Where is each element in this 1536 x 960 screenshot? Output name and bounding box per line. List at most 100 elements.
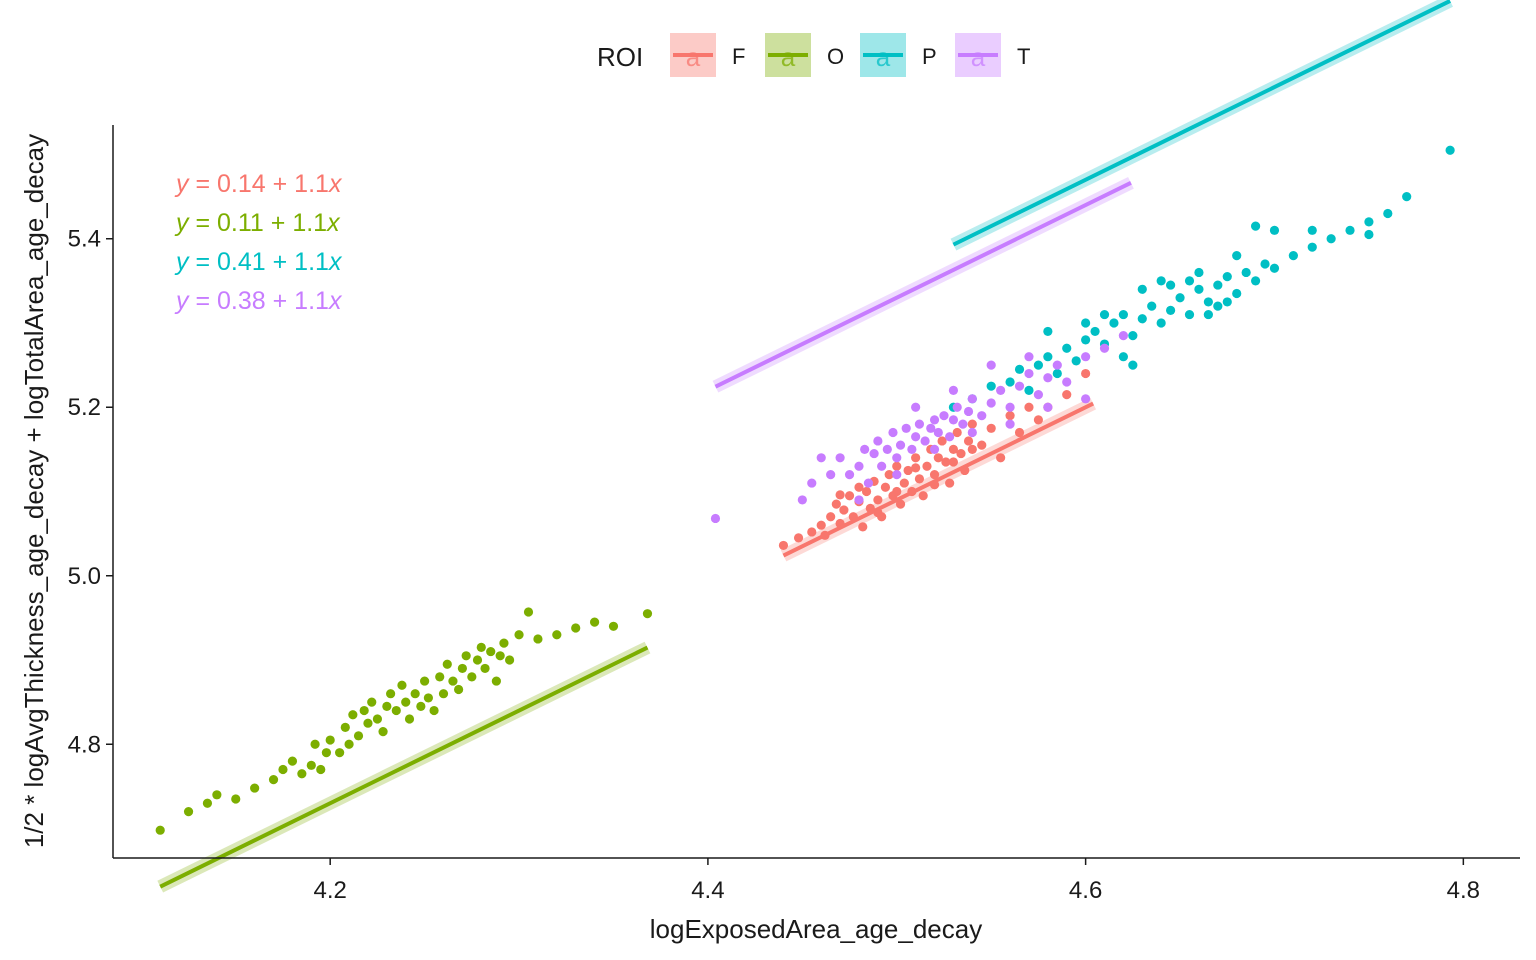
data-point-P	[1052, 368, 1062, 379]
data-point-P	[1118, 352, 1128, 362]
data-point-T	[826, 470, 836, 480]
data-point-T	[844, 470, 855, 480]
data-point-P	[1213, 280, 1223, 290]
data-point-P	[1345, 225, 1355, 235]
data-point-F	[892, 461, 902, 471]
data-point-F	[952, 427, 962, 438]
data-point-O	[467, 672, 477, 682]
equation-slope: 1.1	[294, 248, 329, 276]
data-point-O	[212, 790, 222, 800]
equation-lhs: y	[174, 287, 190, 315]
data-point-F	[977, 440, 987, 450]
data-point-P	[1232, 288, 1242, 299]
data-point-O	[325, 735, 335, 745]
data-point-T	[710, 513, 721, 524]
data-point-O	[231, 794, 241, 804]
data-point-F	[880, 482, 891, 492]
equation-lhs: y	[174, 248, 190, 276]
data-point-F	[816, 520, 826, 530]
data-point-P	[1364, 229, 1374, 240]
data-point-P	[1213, 301, 1223, 311]
data-point-O	[442, 659, 452, 669]
data-point-F	[918, 491, 928, 501]
data-point-T	[967, 427, 977, 438]
data-point-P	[1184, 309, 1195, 320]
data-point-P	[1307, 242, 1317, 252]
data-point-T	[1052, 360, 1062, 370]
data-point-O	[533, 634, 543, 644]
data-point-T	[948, 385, 959, 395]
data-point-F	[911, 453, 921, 463]
data-point-O	[335, 748, 345, 758]
data-point-T	[920, 436, 930, 446]
data-point-P	[1081, 318, 1091, 328]
data-point-O	[183, 807, 194, 817]
equation-intercept: 0.41	[217, 248, 266, 276]
data-point-T	[869, 448, 879, 459]
data-point-T	[901, 423, 911, 433]
data-point-T	[963, 406, 974, 417]
data-point-O	[378, 727, 388, 737]
data-point-T	[892, 470, 902, 480]
data-point-T	[926, 423, 936, 433]
data-point-F	[937, 436, 947, 446]
data-point-F	[963, 436, 974, 446]
data-point-O	[348, 710, 358, 720]
equation-intercept: 0.38	[217, 287, 266, 315]
data-point-T	[996, 385, 1006, 395]
data-point-P	[1383, 208, 1393, 219]
fit-line-P	[952, 0, 1452, 247]
data-point-P	[1203, 297, 1213, 307]
data-point-T	[888, 427, 898, 438]
data-point-T	[1081, 394, 1091, 404]
data-point-T	[1033, 390, 1044, 400]
data-point-F	[861, 486, 872, 497]
data-point-O	[438, 689, 449, 699]
data-point-T	[1043, 373, 1053, 383]
fit-line-F	[782, 401, 1095, 558]
data-point-O	[397, 680, 407, 690]
data-point-F	[945, 478, 955, 488]
data-point-T	[911, 432, 921, 442]
data-points	[155, 145, 1455, 835]
data-point-F	[854, 482, 864, 492]
data-point-F	[899, 478, 909, 488]
data-point-T	[892, 453, 902, 463]
data-point-P	[1043, 352, 1053, 362]
x-axis-title: logExposedArea_age_decay	[650, 914, 982, 944]
regression-equation-T: y = 0.38 + 1.1x	[174, 287, 343, 315]
x-tick-label: 4.4	[691, 877, 724, 904]
data-point-P	[1147, 301, 1157, 311]
data-point-P	[1326, 234, 1336, 244]
data-point-P	[1156, 318, 1166, 328]
data-point-T	[1043, 402, 1053, 412]
data-point-P	[1269, 263, 1280, 273]
data-point-F	[911, 463, 921, 473]
data-point-O	[391, 705, 401, 716]
data-point-O	[359, 705, 369, 716]
data-point-O	[491, 676, 501, 686]
data-point-O	[401, 697, 411, 707]
data-point-O	[589, 617, 600, 627]
data-point-T	[1118, 331, 1128, 341]
data-point-P	[1156, 276, 1166, 286]
data-point-T	[1099, 343, 1110, 353]
data-point-O	[353, 731, 364, 741]
data-point-P	[1222, 297, 1232, 307]
data-point-F	[986, 423, 996, 433]
data-point-O	[552, 630, 562, 640]
data-point-T	[929, 415, 940, 425]
legend-key-glyph-P: a	[876, 42, 891, 72]
data-point-P	[1250, 221, 1261, 231]
data-point-F	[929, 470, 940, 480]
data-point-T	[882, 444, 892, 454]
data-point-O	[476, 642, 486, 652]
data-point-O	[306, 760, 316, 770]
equation-slope: 1.1	[294, 287, 329, 315]
data-point-O	[310, 739, 320, 749]
data-point-F	[1024, 402, 1034, 412]
data-point-T	[977, 411, 987, 421]
data-point-O	[202, 798, 213, 808]
data-point-F	[922, 461, 932, 471]
regression-equation-F: y = 0.14 + 1.1x	[174, 170, 343, 198]
